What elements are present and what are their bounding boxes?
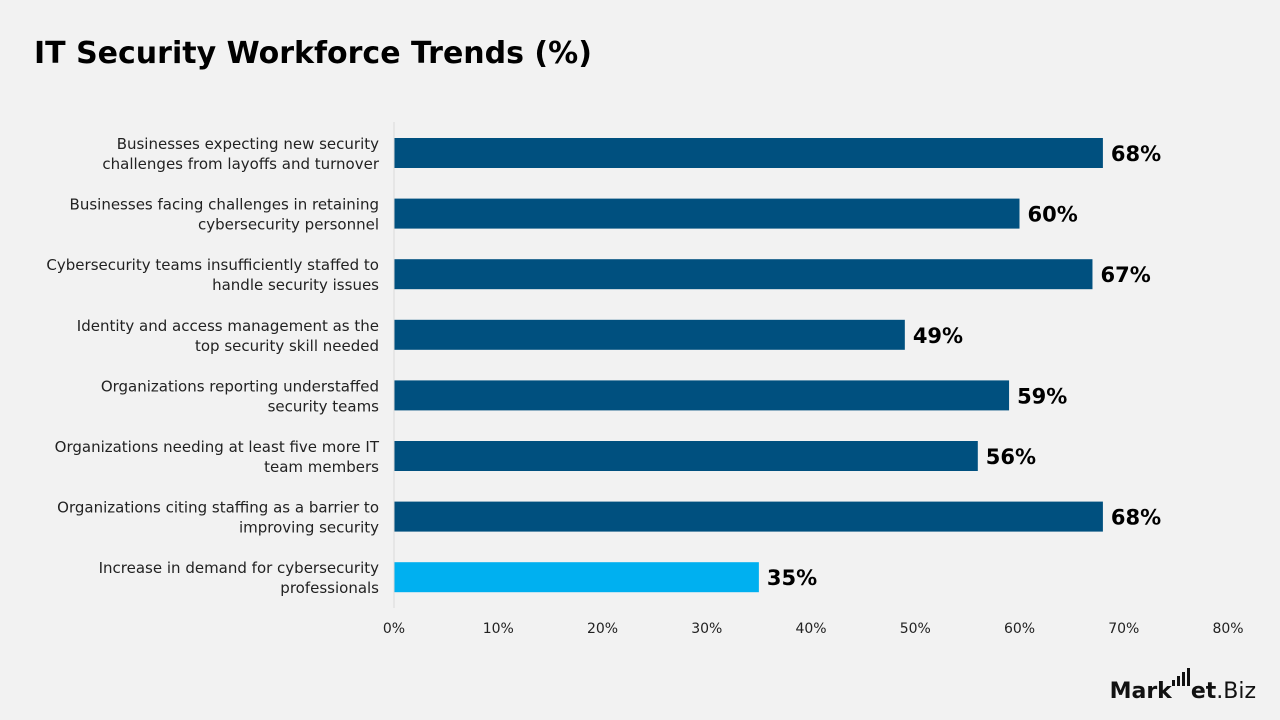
data-label: 59% [1017, 384, 1067, 408]
bar [394, 138, 1103, 168]
brand-name-part2: et [1190, 679, 1217, 704]
category-label-line: cybersecurity personnel [198, 216, 379, 234]
x-tick-label: 20% [587, 621, 618, 637]
data-label: 49% [913, 324, 963, 348]
bar-chart-logo-icon [1171, 668, 1190, 686]
bar [394, 380, 1010, 411]
category-label-line: top security skill needed [195, 337, 379, 355]
bar [394, 198, 1020, 229]
category-label-line: challenges from layoffs and turnover [102, 155, 379, 173]
brand-logo: Mark et .Biz [1110, 668, 1256, 704]
category-label-line: Cybersecurity teams insufficiently staff… [46, 256, 379, 274]
category-label-line: security teams [268, 397, 380, 415]
category-labels: Businesses expecting new security challen… [46, 135, 379, 597]
category-label: Identity and access management as the top… [77, 317, 379, 355]
data-label: 68% [1111, 506, 1161, 530]
bar [394, 562, 759, 593]
x-tick-label: 60% [1004, 621, 1035, 637]
bar [394, 441, 978, 471]
category-label-line: Businesses expecting new security [117, 135, 379, 153]
x-axis-ticks: 0% 10% 20% 30% 40% 50% 60% 70% 80% [383, 621, 1244, 637]
bar [394, 259, 1093, 290]
category-label: Increase in demand for cybersecurity prof… [99, 559, 380, 597]
brand-name-part3: .Biz [1216, 679, 1256, 704]
data-label: 68% [1111, 142, 1161, 166]
x-tick-label: 80% [1212, 621, 1243, 637]
data-label: 60% [1028, 203, 1078, 227]
chart-title: IT Security Workforce Trends (%) [34, 36, 592, 71]
brand-name-part1: Mark [1109, 679, 1172, 704]
category-label-line: improving security [239, 519, 379, 537]
category-label-line: team members [264, 458, 379, 476]
x-tick-label: 30% [691, 621, 722, 637]
category-label-line: professionals [280, 579, 379, 597]
category-label-line: Organizations reporting understaffed [101, 377, 379, 395]
category-label: Organizations citing staffing as a barri… [57, 499, 379, 537]
category-label-line: Increase in demand for cybersecurity [99, 559, 379, 577]
category-label-line: Identity and access management as the [77, 317, 379, 335]
category-label-line: Organizations needing at least five more… [55, 438, 380, 456]
category-label: Cybersecurity teams insufficiently staff… [46, 256, 379, 294]
x-tick-label: 70% [1108, 621, 1139, 637]
bar [394, 501, 1103, 532]
x-tick-label: 40% [795, 621, 826, 637]
category-label: Organizations needing at least five more… [55, 438, 380, 476]
category-label-line: Organizations citing staffing as a barri… [57, 499, 379, 517]
data-label: 56% [986, 445, 1036, 469]
x-tick-label: 10% [483, 621, 514, 637]
category-label-line: handle security issues [212, 276, 379, 294]
x-tick-label: 0% [383, 621, 405, 637]
bar [394, 319, 905, 350]
bars [394, 138, 1103, 593]
value-labels: 68% 60% 67% 49% 59% 56% 68% 35% [767, 142, 1161, 590]
category-label: Businesses facing challenges in retainin… [70, 196, 379, 234]
category-label: Businesses expecting new security challen… [102, 135, 379, 173]
x-tick-label: 50% [900, 621, 931, 637]
data-label: 35% [767, 566, 817, 590]
data-label: 67% [1100, 263, 1150, 287]
category-label-line: Businesses facing challenges in retainin… [70, 196, 379, 214]
category-label: Organizations reporting understaffed secu… [101, 377, 379, 415]
